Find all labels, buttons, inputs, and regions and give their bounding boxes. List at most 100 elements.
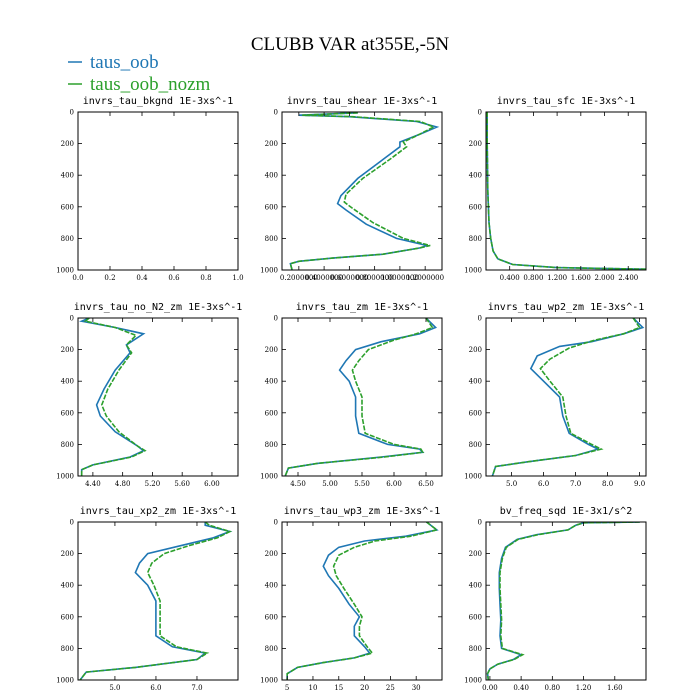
x-tick-label: 9.0 bbox=[634, 480, 645, 488]
y-tick-label: 0 bbox=[274, 315, 278, 323]
y-tick-label: 400 bbox=[469, 378, 482, 386]
series-line-taus-oob bbox=[79, 522, 233, 680]
y-tick-label: 400 bbox=[61, 378, 74, 386]
panel-title: invrs_tau_sfc 1E-3xs^-1 bbox=[497, 96, 635, 107]
x-tick-label: 5.20 bbox=[145, 480, 161, 488]
legend: taus_oob taus_oob_nozm bbox=[68, 52, 211, 95]
x-tick-label: 0.8000000 bbox=[356, 274, 394, 282]
panel-title: invrs_tau_wp3_zm 1E-3xs^-1 bbox=[284, 506, 441, 517]
y-tick-label: 1000 bbox=[464, 267, 482, 275]
plot-frame bbox=[485, 317, 647, 477]
y-tick-label: 1000 bbox=[464, 677, 482, 685]
panels: invrs_tau_bkgnd 1E-3xs^-1020040060080010… bbox=[56, 96, 647, 692]
x-tick-label: 4.40 bbox=[85, 480, 101, 488]
y-tick-label: 0 bbox=[274, 519, 278, 527]
series-line-taus-oob bbox=[78, 318, 146, 476]
x-tick-label: 0.0 bbox=[72, 274, 83, 282]
series-line-taus-oob-nozm bbox=[286, 522, 439, 680]
y-tick-label: 600 bbox=[469, 203, 482, 211]
x-tick-label: 1.60 bbox=[607, 684, 623, 692]
y-tick-label: 600 bbox=[469, 613, 482, 621]
y-tick-label: 0 bbox=[70, 109, 74, 117]
y-tick-label: 400 bbox=[469, 582, 482, 590]
x-tick-label: 20 bbox=[360, 684, 369, 692]
y-tick-label: 0 bbox=[274, 109, 278, 117]
x-tick-label: 5.50 bbox=[354, 480, 370, 488]
x-tick-label: 6.50 bbox=[418, 480, 434, 488]
y-tick-label: 800 bbox=[265, 235, 278, 243]
series-line-taus-oob-nozm bbox=[491, 318, 641, 476]
x-tick-label: 30 bbox=[412, 684, 421, 692]
panel-5: invrs_tau_zm 1E-3xs^-1 0 200 400 600 800 1000 4… bbox=[260, 302, 443, 488]
x-tick-label: 7.0 bbox=[191, 684, 202, 692]
y-tick-label: 200 bbox=[61, 140, 74, 148]
y-tick-label: 1000 bbox=[260, 677, 278, 685]
x-tick-label: 0.4000000 bbox=[305, 274, 343, 282]
panel-title: invrs_tau_no_N2_zm 1E-3xs^-1 bbox=[74, 302, 243, 313]
y-tick-label: 800 bbox=[469, 441, 482, 449]
x-tick-label: 0.80 bbox=[545, 684, 561, 692]
panel-7: invrs_tau_xp2_zm 1E-3xs^-1 0 200 400 600 800 1… bbox=[56, 506, 239, 692]
y-tick-label: 800 bbox=[61, 441, 74, 449]
series-line-taus-oob-nozm bbox=[486, 522, 640, 680]
x-tick-label: 5 bbox=[285, 684, 289, 692]
x-tick-label: 1.20 bbox=[576, 684, 592, 692]
y-tick-label: 200 bbox=[265, 550, 278, 558]
panel-title: invrs_tau_wp2_zm 1E-3xs^-1 bbox=[488, 302, 645, 313]
y-tick-label: 600 bbox=[61, 613, 74, 621]
plot-frame bbox=[485, 111, 647, 271]
x-tick-label: 0.400 bbox=[500, 274, 520, 282]
panel-3: invrs_tau_sfc 1E-3xs^-1 0 200 400 600 800 1000… bbox=[464, 96, 647, 282]
y-tick-label: 0 bbox=[478, 519, 482, 527]
x-tick-label: 10 bbox=[309, 684, 318, 692]
y-tick-label: 400 bbox=[265, 582, 278, 590]
y-tick-label: 800 bbox=[61, 235, 74, 243]
panel-title: bv_freq_sqd 1E-3x1/s^2 bbox=[500, 506, 632, 517]
x-tick-label: 0.6000000 bbox=[330, 274, 368, 282]
plot-frame bbox=[77, 111, 239, 271]
y-tick-label: 400 bbox=[61, 582, 74, 590]
x-tick-label: 0.6 bbox=[168, 274, 180, 282]
series-line-taus-oob bbox=[491, 318, 645, 476]
panel-6: invrs_tau_wp2_zm 1E-3xs^-1 0 200 400 600 800 1… bbox=[464, 302, 647, 488]
y-tick-label: 200 bbox=[469, 550, 482, 558]
x-tick-label: 8.0 bbox=[602, 480, 613, 488]
x-tick-label: 6.0 bbox=[538, 480, 549, 488]
x-tick-label: 2.000 bbox=[594, 274, 614, 282]
x-tick-label: 1.2000000 bbox=[406, 274, 444, 282]
y-tick-label: 200 bbox=[469, 346, 482, 354]
series-line-taus-oob bbox=[284, 318, 438, 476]
plot-frame bbox=[485, 521, 647, 681]
y-tick-label: 600 bbox=[265, 613, 278, 621]
x-tick-label: 5.60 bbox=[174, 480, 190, 488]
panel-4: invrs_tau_no_N2_zm 1E-3xs^-10 200 400 600 80… bbox=[56, 302, 242, 488]
plot-frame bbox=[281, 521, 443, 681]
y-tick-label: 600 bbox=[469, 409, 482, 417]
x-tick-label: 0.8 bbox=[200, 274, 211, 282]
y-tick-label: 800 bbox=[469, 645, 482, 653]
x-tick-label: 25 bbox=[386, 684, 395, 692]
y-tick-label: 600 bbox=[61, 409, 74, 417]
panel-9: bv_freq_sqd 1E-3x1/s^2020040060080010000… bbox=[464, 506, 647, 692]
y-tick-label: 1000 bbox=[260, 473, 278, 481]
x-tick-label: 5.00 bbox=[322, 480, 338, 488]
y-tick-label: 600 bbox=[265, 409, 278, 417]
legend-label-taus-oob-nozm: taus_oob_nozm bbox=[90, 74, 211, 95]
x-tick-label: 6.00 bbox=[204, 480, 220, 488]
x-tick-label: 5.0 bbox=[109, 684, 120, 692]
y-tick-label: 0 bbox=[70, 519, 74, 527]
x-tick-label: 0.00 bbox=[482, 684, 498, 692]
y-tick-label: 200 bbox=[265, 346, 278, 354]
y-tick-label: 1000 bbox=[56, 473, 74, 481]
x-tick-label: 1.0 bbox=[232, 274, 243, 282]
x-tick-label: 1.200 bbox=[547, 274, 567, 282]
x-tick-label: 0.2000000 bbox=[280, 274, 318, 282]
x-tick-label: 6.0 bbox=[150, 684, 161, 692]
plot-frame bbox=[281, 111, 443, 271]
x-tick-label: 1.600 bbox=[571, 274, 591, 282]
y-tick-label: 200 bbox=[265, 140, 278, 148]
plot-frame bbox=[77, 317, 239, 477]
y-tick-label: 0 bbox=[478, 315, 482, 323]
y-tick-label: 1000 bbox=[56, 267, 74, 275]
y-tick-label: 0 bbox=[478, 109, 482, 117]
